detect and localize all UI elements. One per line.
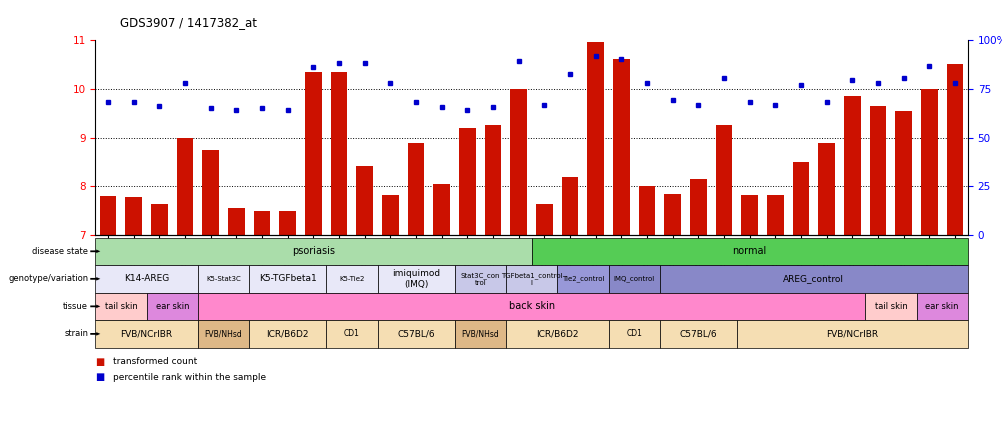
Text: K14-AREG: K14-AREG [124, 274, 169, 283]
Text: genotype/variation: genotype/variation [8, 274, 88, 283]
Bar [767, 195, 783, 235]
Bar [382, 195, 399, 235]
Text: FVB/NCrIBR: FVB/NCrIBR [120, 329, 172, 338]
Bar [484, 126, 501, 235]
Text: back skin: back skin [508, 301, 554, 311]
Text: tail skin: tail skin [874, 302, 907, 311]
Text: transformed count: transformed count [113, 357, 197, 366]
Bar [561, 177, 578, 235]
Bar [331, 72, 347, 235]
Bar [792, 162, 809, 235]
Text: ■: ■ [95, 373, 104, 382]
Text: CD1: CD1 [625, 329, 641, 338]
Bar [895, 111, 911, 235]
Bar [254, 211, 271, 235]
Text: FVB/NHsd: FVB/NHsd [204, 329, 242, 338]
Bar [740, 195, 758, 235]
Text: normal: normal [731, 246, 767, 256]
Text: GDS3907 / 1417382_at: GDS3907 / 1417382_at [120, 16, 258, 28]
Bar [612, 59, 629, 235]
Bar [663, 194, 680, 235]
Text: K5-Tie2: K5-Tie2 [339, 276, 365, 282]
Text: AREG_control: AREG_control [783, 274, 844, 283]
Bar [433, 184, 450, 235]
Bar [202, 150, 218, 235]
Bar [459, 128, 475, 235]
Bar [227, 209, 244, 235]
Text: psoriasis: psoriasis [292, 246, 335, 256]
Text: C57BL/6: C57BL/6 [397, 329, 435, 338]
Text: imiquimod
(IMQ): imiquimod (IMQ) [392, 269, 440, 289]
Text: K5-TGFbeta1: K5-TGFbeta1 [259, 274, 317, 283]
Bar [920, 89, 937, 235]
Text: K5-Stat3C: K5-Stat3C [206, 276, 240, 282]
Text: strain: strain [64, 329, 88, 338]
Text: Stat3C_con
trol: Stat3C_con trol [460, 272, 500, 285]
Bar [99, 196, 116, 235]
Text: tissue: tissue [63, 302, 88, 311]
Text: Tie2_control: Tie2_control [561, 275, 603, 282]
Bar [946, 64, 963, 235]
Bar [408, 143, 424, 235]
Bar [587, 43, 603, 235]
Bar [151, 204, 167, 235]
Bar [715, 126, 731, 235]
Text: disease state: disease state [32, 247, 88, 256]
Text: CD1: CD1 [344, 329, 360, 338]
Text: IMQ_control: IMQ_control [613, 275, 654, 282]
Bar [638, 186, 654, 235]
Bar [510, 89, 527, 235]
Bar [844, 96, 860, 235]
Bar [689, 179, 706, 235]
Bar [869, 106, 886, 235]
Bar [305, 72, 322, 235]
Bar [356, 166, 373, 235]
Text: ■: ■ [95, 357, 104, 367]
Text: FVB/NHsd: FVB/NHsd [461, 329, 499, 338]
Text: FVB/NCrIBR: FVB/NCrIBR [826, 329, 878, 338]
Text: ICR/B6D2: ICR/B6D2 [535, 329, 578, 338]
Bar [176, 138, 193, 235]
Text: percentile rank within the sample: percentile rank within the sample [113, 373, 267, 382]
Bar [818, 143, 835, 235]
Text: tail skin: tail skin [104, 302, 137, 311]
Text: ICR/B6D2: ICR/B6D2 [267, 329, 309, 338]
Text: C57BL/6: C57BL/6 [679, 329, 716, 338]
Text: ear skin: ear skin [925, 302, 958, 311]
Bar [535, 204, 552, 235]
Bar [125, 197, 142, 235]
Text: TGFbeta1_control
l: TGFbeta1_control l [500, 272, 562, 285]
Bar [280, 211, 296, 235]
Text: ear skin: ear skin [155, 302, 188, 311]
